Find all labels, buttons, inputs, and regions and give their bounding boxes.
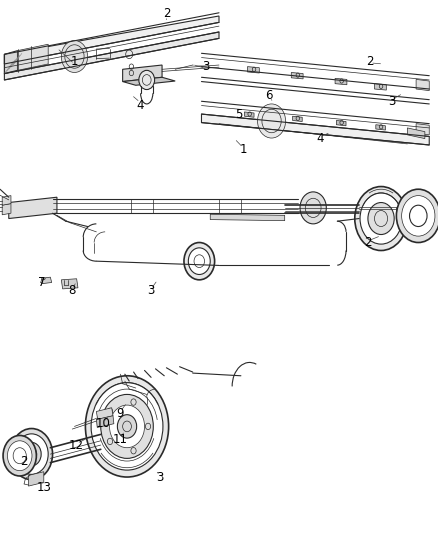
Text: 1: 1 xyxy=(71,55,78,68)
Circle shape xyxy=(61,41,88,72)
Text: 13: 13 xyxy=(36,481,51,494)
Polygon shape xyxy=(123,65,162,82)
Polygon shape xyxy=(61,279,78,289)
Text: 2: 2 xyxy=(20,455,28,467)
Circle shape xyxy=(7,441,32,471)
Circle shape xyxy=(355,187,407,251)
Circle shape xyxy=(91,383,163,470)
Polygon shape xyxy=(416,79,429,91)
Polygon shape xyxy=(96,408,113,419)
Polygon shape xyxy=(4,32,219,80)
Text: 3: 3 xyxy=(202,60,209,73)
Polygon shape xyxy=(247,67,259,73)
Circle shape xyxy=(184,243,215,280)
Polygon shape xyxy=(210,214,285,221)
Circle shape xyxy=(188,248,210,274)
Circle shape xyxy=(139,70,155,90)
Polygon shape xyxy=(42,277,52,284)
Polygon shape xyxy=(376,125,385,130)
Polygon shape xyxy=(28,472,44,486)
Text: 2: 2 xyxy=(364,236,372,249)
Circle shape xyxy=(402,196,435,236)
Circle shape xyxy=(396,189,438,243)
Text: 2: 2 xyxy=(366,55,374,68)
Polygon shape xyxy=(374,84,386,90)
Polygon shape xyxy=(18,44,48,70)
Circle shape xyxy=(300,192,326,224)
Polygon shape xyxy=(2,204,11,215)
Polygon shape xyxy=(4,16,219,64)
Text: 3: 3 xyxy=(156,471,163,483)
Polygon shape xyxy=(407,128,425,139)
Text: 11: 11 xyxy=(113,433,128,446)
Text: 8: 8 xyxy=(69,284,76,297)
Text: 3: 3 xyxy=(389,95,396,108)
Circle shape xyxy=(22,442,41,466)
Polygon shape xyxy=(336,120,346,126)
Text: 9: 9 xyxy=(117,407,124,419)
Circle shape xyxy=(117,415,137,438)
Circle shape xyxy=(258,104,286,138)
Text: 5: 5 xyxy=(235,108,242,121)
Text: 4: 4 xyxy=(316,132,324,145)
Circle shape xyxy=(101,394,153,458)
Text: 10: 10 xyxy=(95,417,110,430)
Circle shape xyxy=(110,405,145,448)
Text: 2: 2 xyxy=(162,7,170,20)
Polygon shape xyxy=(9,197,57,219)
Circle shape xyxy=(85,376,169,477)
Polygon shape xyxy=(244,112,254,117)
Polygon shape xyxy=(293,116,302,122)
Text: 12: 12 xyxy=(69,439,84,451)
Text: 6: 6 xyxy=(265,90,273,102)
Polygon shape xyxy=(291,72,303,79)
Polygon shape xyxy=(201,114,429,145)
Text: 3: 3 xyxy=(148,284,155,297)
Polygon shape xyxy=(96,416,114,427)
Circle shape xyxy=(3,435,36,476)
Polygon shape xyxy=(335,78,347,85)
Text: 7: 7 xyxy=(38,276,46,289)
Polygon shape xyxy=(416,124,429,135)
Text: 1: 1 xyxy=(239,143,247,156)
Text: 4: 4 xyxy=(136,99,144,112)
Polygon shape xyxy=(4,51,18,74)
Circle shape xyxy=(368,203,394,235)
Circle shape xyxy=(11,429,53,480)
Polygon shape xyxy=(2,196,11,205)
Circle shape xyxy=(15,434,48,474)
Circle shape xyxy=(360,193,402,244)
Polygon shape xyxy=(123,77,175,85)
